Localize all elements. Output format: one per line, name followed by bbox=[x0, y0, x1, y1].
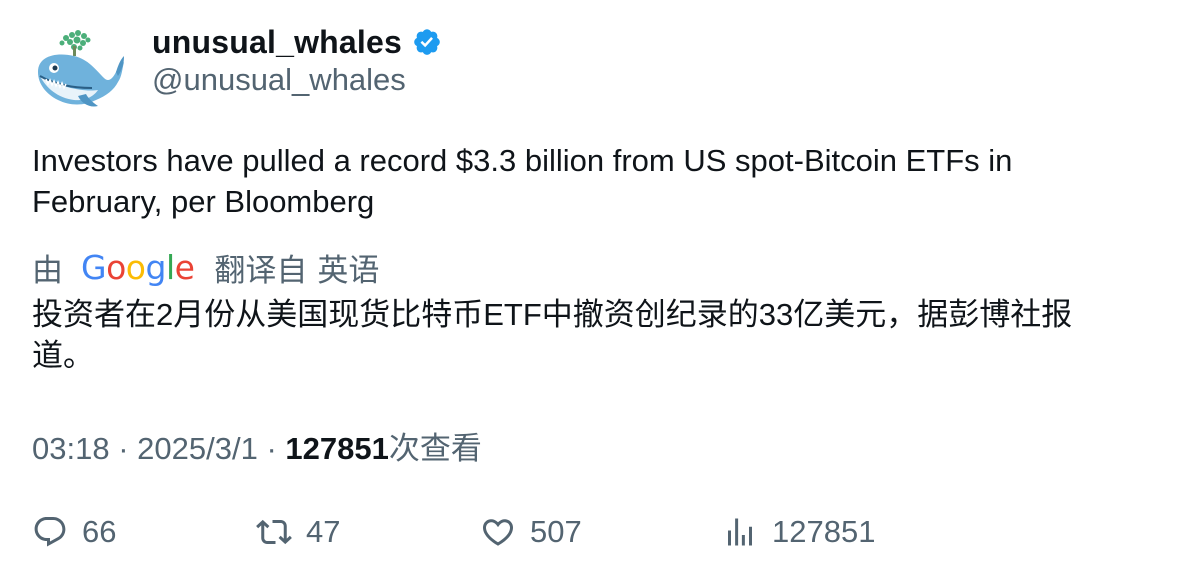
reply-icon bbox=[34, 517, 66, 547]
tweet-date[interactable]: 2025/3/1 bbox=[137, 431, 258, 466]
reply-button[interactable]: 66 bbox=[32, 508, 116, 556]
retweet-button[interactable]: 47 bbox=[256, 508, 340, 556]
views-action-count: 127851 bbox=[772, 514, 876, 549]
views-count: 127851 bbox=[285, 431, 389, 466]
translated-text: 投资者在2月份从美国现货比特币ETF中撤资创纪录的33亿美元，据彭博社报道。 bbox=[32, 297, 1073, 373]
author-display-name[interactable]: unusual_whales bbox=[152, 23, 402, 60]
source-language: 英语 bbox=[317, 252, 380, 288]
views-button[interactable]: 127851 bbox=[722, 508, 875, 556]
meta-separator: · bbox=[266, 431, 286, 466]
views-label: 次查看 bbox=[388, 431, 482, 466]
reply-count: 66 bbox=[82, 514, 117, 549]
heart-icon bbox=[482, 519, 514, 546]
verified-badge-icon[interactable] bbox=[412, 27, 442, 57]
analytics-icon bbox=[728, 518, 752, 546]
meta-separator: · bbox=[118, 431, 138, 466]
like-count: 507 bbox=[530, 514, 582, 549]
tweet-text: Investors have pulled a record $3.3 bill… bbox=[32, 143, 1013, 219]
whale-avatar-icon bbox=[38, 30, 124, 107]
translated-by-label: 由 bbox=[32, 252, 63, 288]
translated-from-label: 翻译自 bbox=[214, 252, 308, 288]
tweet-meta: 03:18 · 2025/3/1 · 127851次查看 bbox=[32, 423, 482, 468]
like-button[interactable]: 507 bbox=[480, 508, 582, 556]
retweet-count: 47 bbox=[306, 514, 341, 549]
retweet-icon bbox=[256, 519, 292, 545]
tweet-time[interactable]: 03:18 bbox=[32, 431, 110, 466]
action-bar: 66 47 507 127851 bbox=[0, 508, 1196, 556]
avatar[interactable] bbox=[32, 26, 126, 112]
author-name-row[interactable]: unusual_whales bbox=[152, 22, 442, 62]
author-handle[interactable]: @unusual_whales bbox=[152, 62, 406, 97]
